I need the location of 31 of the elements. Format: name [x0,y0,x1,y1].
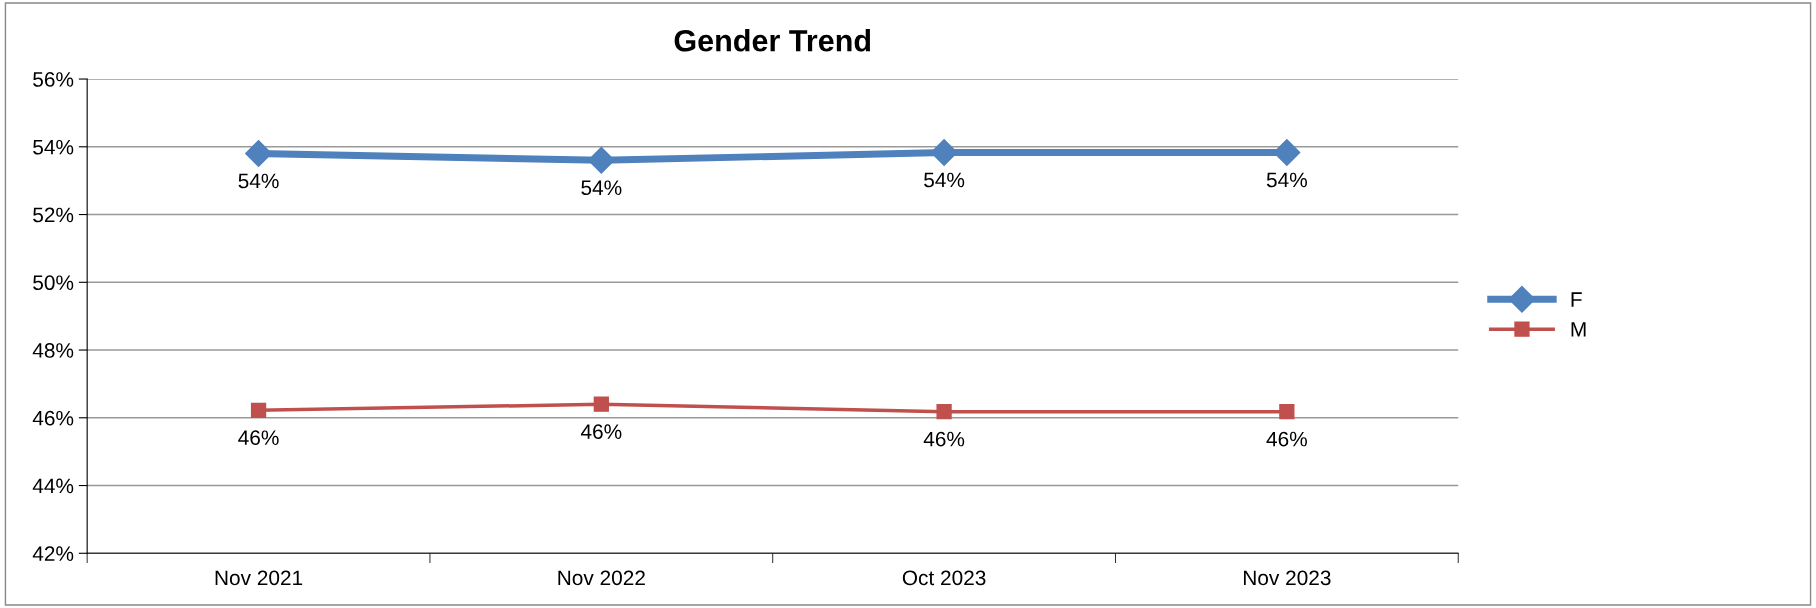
data-label: 54% [1266,172,1307,188]
point [936,404,952,420]
chart-title: Gender Trend [674,29,871,52]
point [587,146,615,174]
point [930,139,958,167]
y-tick-label: 44% [32,478,74,494]
legend-label: M [1571,322,1586,337]
data-label: 46% [238,430,279,446]
y-tick-label: 52% [33,207,74,223]
y-tick-label: 54% [33,139,74,155]
y-tick-label: 56% [33,72,74,87]
point [250,402,267,418]
x-tick-label: Nov 2022 [558,570,645,586]
data-label: 46% [580,424,622,439]
point [593,396,609,412]
y-tick-label: 48% [32,343,74,358]
data-label: 54% [924,172,965,188]
x-tick-label: Nov 2023 [1243,570,1331,586]
x-tick-label: Nov 2021 [215,570,303,586]
data-label: 46% [1266,431,1307,447]
y-tick-label: 50% [33,275,74,291]
point [245,140,273,168]
data-label: 54% [238,173,279,189]
x-tick-label: Oct 2023 [902,570,986,586]
point [1273,139,1301,167]
y-tick-label: 46% [32,410,74,426]
data-label: 46% [923,431,965,447]
legend-label: F [1571,292,1582,307]
point [1279,404,1295,420]
y-tick-label: 42% [32,546,74,561]
data-label: 54% [581,180,622,196]
